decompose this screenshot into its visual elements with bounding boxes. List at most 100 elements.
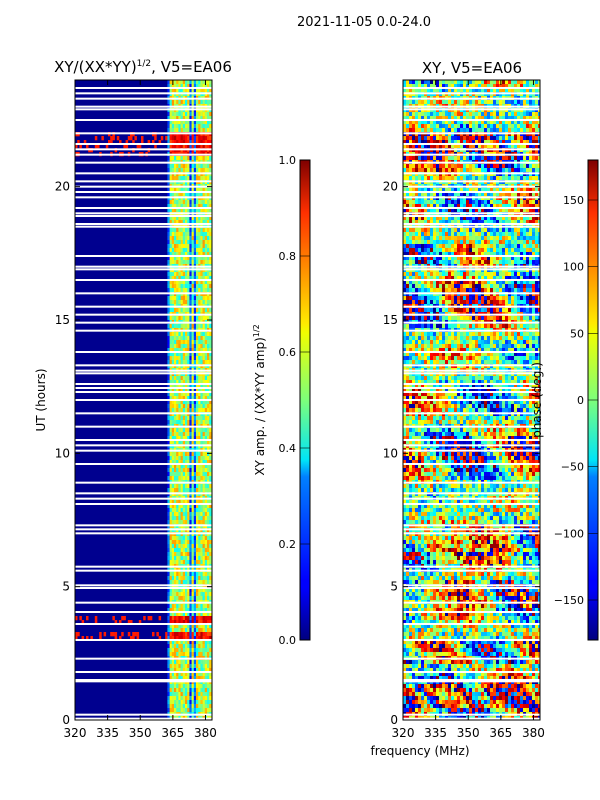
heatmap-cell (193, 220, 197, 225)
heatmap-cell (517, 128, 521, 133)
heatmap-cell (193, 336, 197, 341)
heatmap-cell (193, 420, 197, 425)
heatmap-cell (171, 236, 175, 241)
heatmap-cell (436, 116, 440, 121)
heatmap-cell (202, 256, 206, 261)
heatmap-cell (472, 116, 476, 121)
heatmap-cell (182, 664, 186, 669)
heatmap-cell (180, 388, 184, 393)
heatmap-cell (178, 396, 181, 401)
heatmap-cell (424, 168, 428, 173)
heatmap-cell (207, 276, 210, 281)
heatmap-cell (169, 520, 173, 525)
heatmap-cell (189, 472, 192, 477)
heatmap-cell (505, 136, 509, 141)
heatmap-cell (207, 120, 210, 125)
heatmap-cell (182, 228, 186, 233)
heatmap-cell (209, 208, 212, 213)
heatmap-cell (517, 192, 521, 197)
heatmap-cell (189, 288, 192, 293)
heatmap-cell (174, 340, 177, 345)
heatmap-cell (169, 472, 173, 477)
heatmap-cell (505, 144, 509, 149)
heatmap-cell (185, 392, 188, 397)
heatmap-cell (451, 136, 455, 141)
heatmap-cell (193, 708, 197, 713)
heatmap-cell (499, 88, 503, 93)
heatmap-cell (200, 468, 203, 473)
heatmap-cell (403, 188, 407, 193)
heatmap-cell (187, 252, 190, 257)
heatmap-cell (176, 520, 179, 525)
flagged-row (75, 265, 212, 268)
heatmap-cell (202, 260, 206, 265)
heatmap-cell (182, 588, 186, 593)
heatmap-cell (535, 128, 539, 133)
heatmap-cell (493, 116, 497, 121)
heatmap-cell (478, 140, 482, 145)
heatmap-cell (191, 144, 195, 149)
heatmap-cell (180, 232, 184, 237)
heatmap-cell (174, 436, 177, 441)
flagged-row (75, 399, 212, 401)
heatmap-cell (529, 120, 533, 125)
heatmap-cell (185, 648, 188, 653)
heatmap-cell (484, 128, 488, 133)
heatmap-cell (204, 572, 208, 577)
heatmap-cell (409, 100, 413, 105)
heatmap-cell (526, 188, 530, 193)
heatmap-cell (171, 464, 175, 469)
heatmap-cell (481, 200, 485, 205)
heatmap-cell (196, 688, 199, 693)
flagged-row (75, 207, 212, 209)
heatmap-cell (526, 120, 530, 125)
heatmap-cell (182, 624, 186, 629)
heatmap-cell (198, 560, 201, 565)
heatmap-cell (200, 572, 203, 577)
heatmap-cell (202, 628, 206, 633)
heatmap-cell (174, 356, 177, 361)
heatmap-cell (204, 432, 208, 437)
heatmap-cell (189, 556, 192, 561)
heatmap-cell (204, 388, 208, 393)
heatmap-cell (478, 100, 482, 105)
heatmap-cell (472, 188, 476, 193)
heatmap-cell (535, 80, 539, 85)
heatmap-cell (514, 100, 518, 105)
heatmap-cell (167, 236, 170, 241)
heatmap-cell (112, 136, 115, 141)
heatmap-cell (174, 288, 177, 293)
heatmap-cell (200, 456, 203, 461)
heatmap-cell (415, 128, 419, 133)
heatmap-cell (182, 640, 186, 645)
heatmap-cell (185, 440, 188, 445)
heatmap-cell (191, 140, 195, 145)
heatmap-cell (174, 228, 177, 233)
heatmap-cell (187, 432, 190, 437)
heatmap-cell (191, 296, 195, 301)
heatmap-cell (200, 508, 203, 513)
heatmap-cell (209, 468, 212, 473)
heatmap-cell (207, 556, 210, 561)
heatmap-cell (207, 468, 210, 473)
heatmap-cell (202, 340, 206, 345)
heatmap-cell (191, 520, 195, 525)
heatmap-cell (185, 704, 188, 709)
heatmap-cell (204, 488, 208, 493)
heatmap-cell (167, 276, 170, 281)
heatmap-cell (487, 136, 491, 141)
heatmap-cell (207, 288, 210, 293)
heatmap-cell (204, 556, 208, 561)
heatmap-cell (178, 348, 181, 353)
heatmap-cell (191, 624, 195, 629)
heatmap-cell (511, 192, 515, 197)
heatmap-cell (406, 128, 410, 133)
heatmap-cell (180, 404, 184, 409)
heatmap-cell (193, 560, 197, 565)
heatmap-cell (198, 484, 201, 489)
heatmap-cell (466, 100, 470, 105)
heatmap-cell (193, 508, 197, 513)
heatmap-cell (196, 572, 199, 577)
heatmap-cell (207, 616, 210, 621)
heatmap-cell (193, 156, 197, 161)
